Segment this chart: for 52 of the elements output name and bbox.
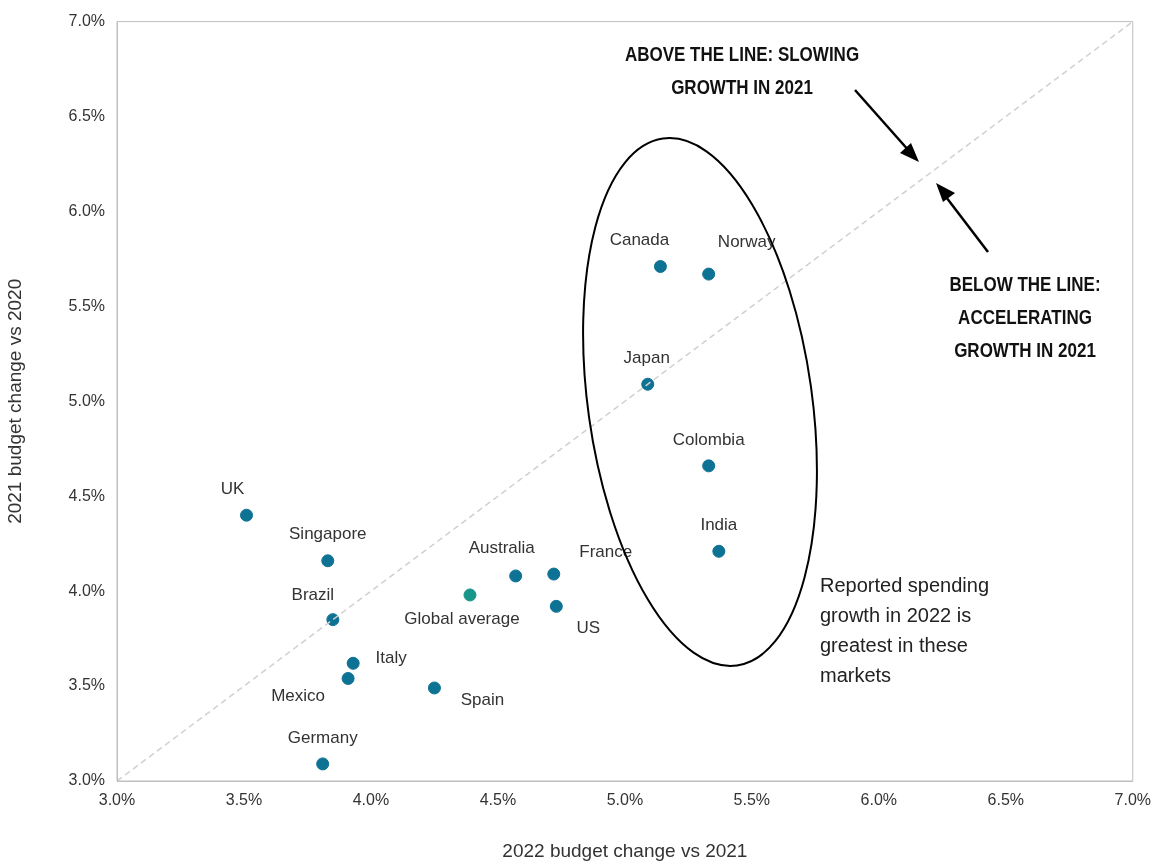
series-label: Italy xyxy=(375,647,408,667)
point xyxy=(549,599,563,613)
point xyxy=(712,544,726,558)
series-label: Canada xyxy=(609,230,670,250)
series-label: Mexico xyxy=(271,686,326,706)
y-tick-label: 6.0% xyxy=(68,201,105,219)
y-tick-label: 4.0% xyxy=(68,581,105,599)
y-tick-label: 3.5% xyxy=(68,676,105,694)
x-tick-label: 6.0% xyxy=(860,791,898,809)
point xyxy=(702,267,716,281)
series-label: Global average xyxy=(404,608,520,628)
y-tick-label: 7.0% xyxy=(68,12,105,30)
annotation: ABOVE THE LINE: SLOWING GROWTH IN 2021 xyxy=(623,42,861,100)
series-label: Singapore xyxy=(289,524,367,544)
x-tick-label: 3.0% xyxy=(98,791,136,809)
annotation: BELOW THE LINE: ACCELERATING GROWTH IN 2021 xyxy=(948,272,1102,363)
y-tick-label: 5.5% xyxy=(68,296,105,314)
series-label: India xyxy=(700,514,738,534)
point xyxy=(321,554,335,568)
point xyxy=(316,757,330,771)
series-label: Germany xyxy=(287,727,359,747)
point xyxy=(346,656,360,670)
x-tick-label: 4.0% xyxy=(352,791,390,809)
x-tick-label: 3.5% xyxy=(225,791,263,809)
series-label: Colombia xyxy=(672,429,746,449)
point xyxy=(427,681,441,695)
series-label: Spain xyxy=(460,689,505,709)
y-tick-label: 5.0% xyxy=(68,391,105,409)
point xyxy=(509,569,523,583)
y-tick-label: 6.5% xyxy=(68,106,105,124)
x-tick-label: 5.0% xyxy=(606,791,644,809)
point xyxy=(341,671,355,685)
series-label: Japan xyxy=(623,347,670,367)
series-label: Australia xyxy=(468,537,536,557)
x-tick-label: 5.5% xyxy=(733,791,771,809)
y-axis-title: 2021 budget change vs 2020 xyxy=(3,278,25,524)
point xyxy=(547,567,561,581)
x-tick-label: 6.5% xyxy=(987,791,1025,809)
series-label: UK xyxy=(220,478,245,498)
x-tick-label: 7.0% xyxy=(1114,791,1151,809)
point xyxy=(463,588,477,602)
point xyxy=(240,508,254,522)
series-label: US xyxy=(576,618,601,638)
point xyxy=(702,459,716,473)
point xyxy=(653,260,667,274)
x-axis-title: 2022 budget change vs 2021 xyxy=(502,839,748,861)
y-tick-label: 4.5% xyxy=(68,486,105,504)
point xyxy=(641,377,655,391)
y-tick-label: 3.0% xyxy=(68,771,105,789)
series-label: Brazil xyxy=(291,585,335,605)
annotation: Reported spending growth in 2022 is greatest in these markets xyxy=(820,573,990,688)
x-tick-label: 4.5% xyxy=(479,791,517,809)
